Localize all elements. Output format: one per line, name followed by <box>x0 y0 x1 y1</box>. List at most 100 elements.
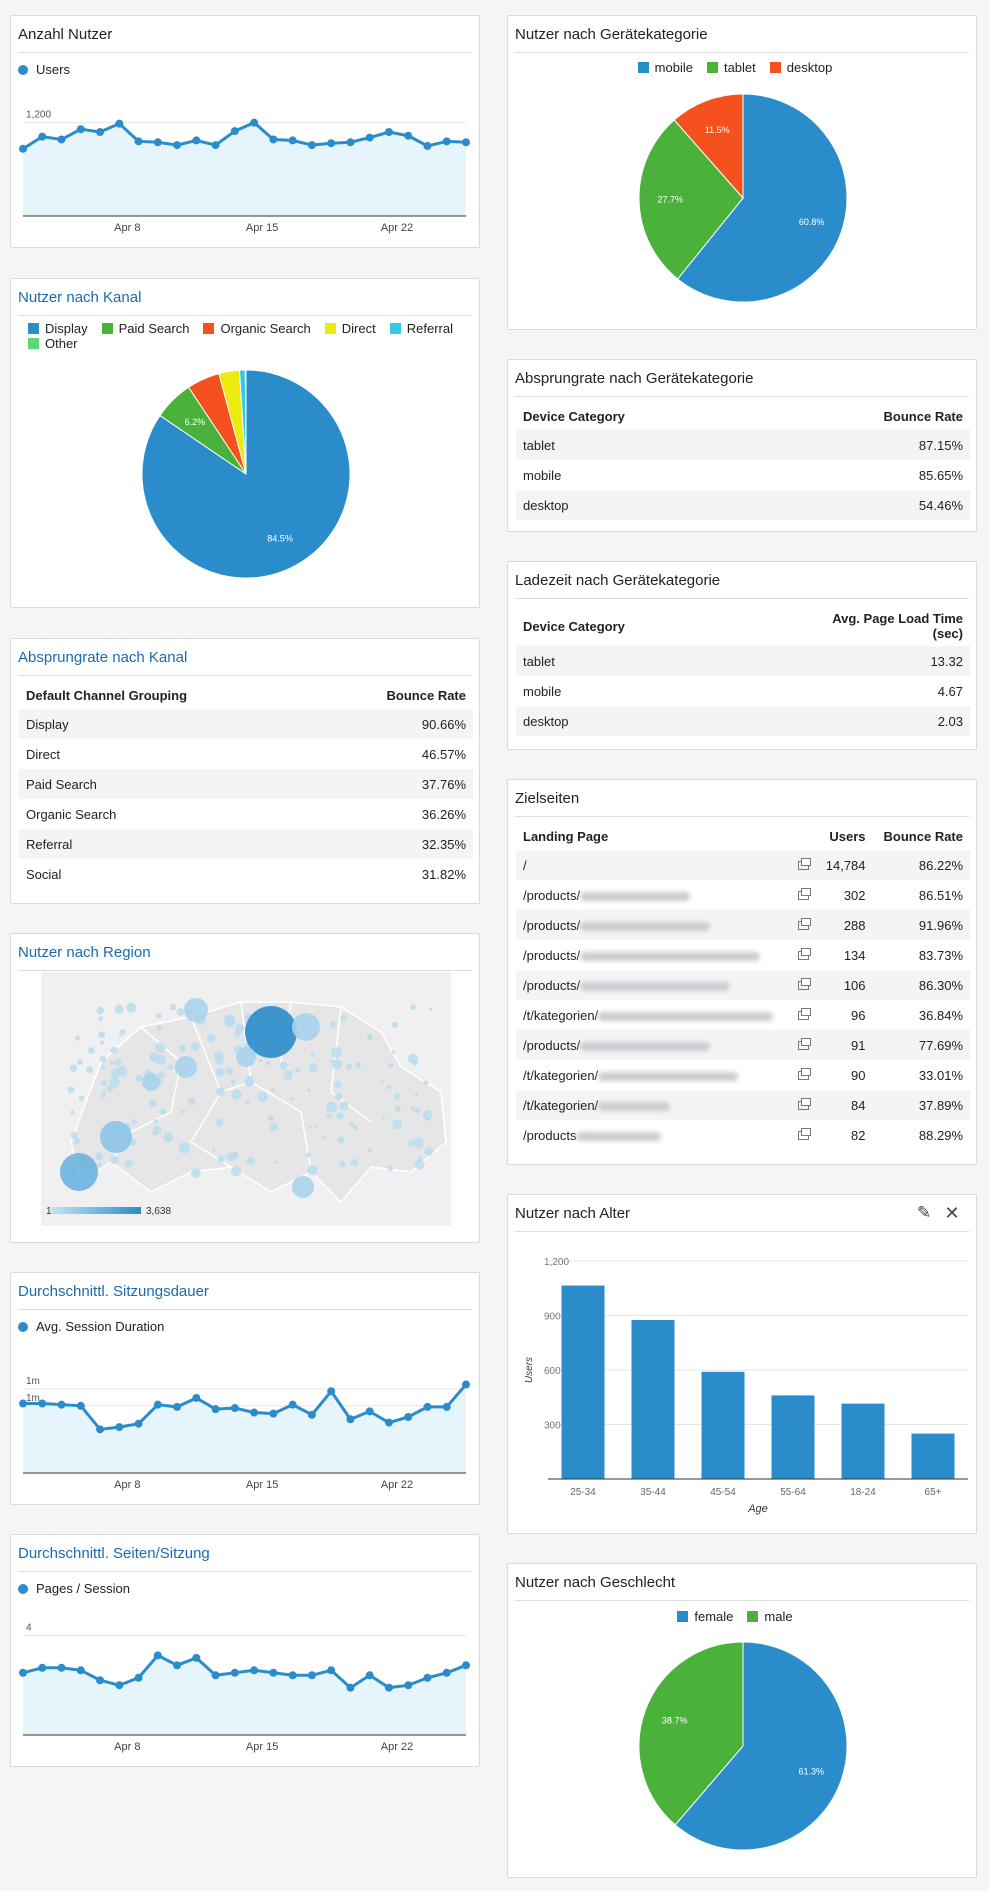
region-bubble[interactable] <box>175 1056 197 1078</box>
card-title[interactable]: Durchschnittl. Seiten/Sitzung <box>18 1545 472 1572</box>
data-point[interactable] <box>115 1423 124 1432</box>
legend-item-paid-search[interactable]: Paid Search <box>101 321 189 336</box>
table-row[interactable]: /products/106 86.30% <box>516 970 970 1000</box>
open-link-icon[interactable] <box>798 1007 812 1020</box>
data-point[interactable] <box>288 1400 297 1409</box>
card-title[interactable]: Nutzer nach Kanal <box>18 289 472 316</box>
data-point[interactable] <box>230 1404 239 1413</box>
data-point[interactable] <box>38 132 47 141</box>
data-point[interactable] <box>153 1400 162 1409</box>
legend-item-referral[interactable]: Referral <box>389 321 453 336</box>
data-point[interactable] <box>134 137 143 146</box>
region-bubble-map[interactable]: 1 3,638 <box>41 972 451 1226</box>
pie-slice-female[interactable] <box>674 1641 848 1851</box>
data-point[interactable] <box>192 136 201 145</box>
legend-item-male[interactable]: male <box>747 1609 793 1624</box>
data-point[interactable] <box>192 1393 201 1402</box>
data-point[interactable] <box>404 1413 413 1421</box>
data-point[interactable] <box>462 1661 470 1670</box>
region-bubble[interactable] <box>100 1121 132 1153</box>
open-link-icon[interactable] <box>798 947 812 960</box>
open-link-icon[interactable] <box>798 1097 812 1110</box>
open-link-icon[interactable] <box>798 857 812 870</box>
region-bubble[interactable] <box>236 1047 256 1067</box>
column-header[interactable]: Default Channel Grouping <box>26 687 188 703</box>
legend-item-mobile[interactable]: mobile <box>637 60 693 75</box>
table-row[interactable]: /products/302 86.51% <box>516 880 970 910</box>
data-point[interactable] <box>76 1666 85 1675</box>
card-title[interactable]: Durchschnittl. Sitzungsdauer <box>18 1283 472 1310</box>
data-point[interactable] <box>327 139 336 148</box>
data-point[interactable] <box>211 141 220 150</box>
table-row[interactable]: /t/kategorien/84 37.89% <box>516 1090 970 1120</box>
data-point[interactable] <box>96 1425 105 1434</box>
legend-item-pages-per-session[interactable]: Pages / Session <box>18 1581 130 1596</box>
open-link-icon[interactable] <box>798 1037 812 1050</box>
open-link-icon[interactable] <box>798 917 812 930</box>
data-point[interactable] <box>19 1668 27 1677</box>
table-row[interactable]: /products/91 77.69% <box>516 1030 970 1060</box>
data-point[interactable] <box>404 1681 413 1690</box>
region-bubble[interactable] <box>292 1013 320 1041</box>
bar-18-24[interactable] <box>841 1403 885 1479</box>
data-point[interactable] <box>269 1668 278 1677</box>
legend-item-tablet[interactable]: tablet <box>706 60 756 75</box>
data-point[interactable] <box>134 1419 143 1428</box>
open-link-icon[interactable] <box>798 1127 812 1140</box>
legend-item-avg-session-duration[interactable]: Avg. Session Duration <box>18 1319 164 1334</box>
data-point[interactable] <box>211 1405 220 1414</box>
data-point[interactable] <box>307 1671 316 1680</box>
legend-item-organic-search[interactable]: Organic Search <box>203 321 311 336</box>
data-point[interactable] <box>423 1673 432 1682</box>
data-point[interactable] <box>250 118 259 127</box>
data-point[interactable] <box>269 135 278 144</box>
column-header[interactable]: Device Category <box>523 618 625 634</box>
table-row[interactable]: /products 82 88.29% <box>516 1120 970 1150</box>
data-point[interactable] <box>76 1401 85 1410</box>
bar-25-34[interactable] <box>561 1285 605 1479</box>
data-point[interactable] <box>442 1402 451 1411</box>
data-point[interactable] <box>96 128 105 136</box>
data-point[interactable] <box>404 131 413 140</box>
data-point[interactable] <box>365 133 374 142</box>
column-header[interactable]: Device Category <box>523 408 625 424</box>
pie-slice-desktop[interactable] <box>673 93 744 200</box>
data-point[interactable] <box>327 1387 336 1396</box>
table-row[interactable]: /products/288 91.96% <box>516 910 970 940</box>
data-point[interactable] <box>423 1402 432 1411</box>
data-point[interactable] <box>346 1683 355 1692</box>
data-point[interactable] <box>250 1666 259 1675</box>
data-point[interactable] <box>57 1400 66 1409</box>
data-point[interactable] <box>230 127 239 136</box>
data-point[interactable] <box>173 141 182 150</box>
data-point[interactable] <box>442 1668 451 1677</box>
data-point[interactable] <box>38 1663 47 1672</box>
data-point[interactable] <box>173 1661 182 1670</box>
data-point[interactable] <box>307 1410 316 1419</box>
data-point[interactable] <box>365 1671 374 1680</box>
data-point[interactable] <box>423 142 432 150</box>
pie-slice-other[interactable] <box>244 369 247 475</box>
data-point[interactable] <box>269 1409 278 1418</box>
data-point[interactable] <box>57 1663 66 1672</box>
legend-item-desktop[interactable]: desktop <box>769 60 832 75</box>
column-header[interactable]: Avg. Page Load Time (sec) <box>832 611 963 641</box>
data-point[interactable] <box>346 1415 355 1424</box>
region-bubble[interactable] <box>292 1176 314 1198</box>
data-point[interactable] <box>57 135 66 144</box>
column-header[interactable]: Bounce Rate <box>883 828 963 844</box>
data-point[interactable] <box>384 128 393 136</box>
table-row[interactable]: /t/kategorien/96 36.84% <box>516 1000 970 1030</box>
data-point[interactable] <box>230 1668 239 1677</box>
legend-item-female[interactable]: female <box>677 1609 733 1624</box>
column-header[interactable]: Users <box>829 828 866 844</box>
data-point[interactable] <box>384 1683 393 1692</box>
data-point[interactable] <box>462 138 470 147</box>
bar-65+[interactable] <box>911 1433 955 1479</box>
legend-item-display[interactable]: Display <box>28 321 88 336</box>
column-header[interactable]: Landing Page <box>523 828 609 844</box>
data-point[interactable] <box>153 138 162 147</box>
data-point[interactable] <box>250 1408 259 1417</box>
data-point[interactable] <box>153 1651 162 1660</box>
data-point[interactable] <box>115 1681 124 1690</box>
